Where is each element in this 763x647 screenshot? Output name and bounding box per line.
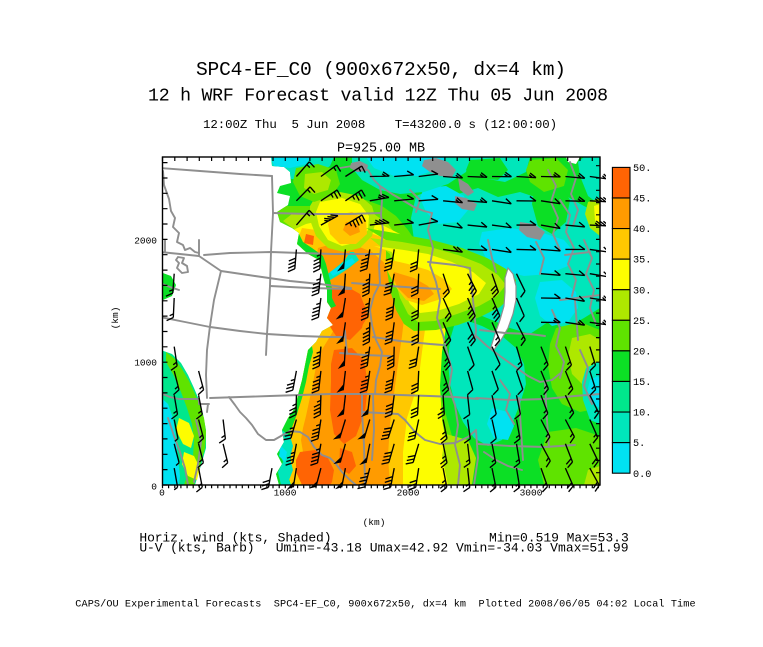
svg-text:2000: 2000 — [397, 488, 420, 499]
svg-text:0: 0 — [159, 488, 165, 499]
svg-text:SPC4-EF_C0 (900x672x50, dx=4 k: SPC4-EF_C0 (900x672x50, dx=4 km) — [196, 59, 566, 81]
svg-text:2000: 2000 — [134, 236, 157, 247]
svg-text:(km): (km) — [110, 307, 121, 330]
svg-text:40.: 40. — [633, 225, 651, 236]
svg-text:45.: 45. — [633, 195, 651, 206]
svg-text:50.: 50. — [633, 164, 651, 175]
svg-text:12 h WRF Forecast valid 12Z Th: 12 h WRF Forecast valid 12Z Thu 05 Jun 2… — [148, 87, 608, 107]
svg-text:0.0: 0.0 — [633, 470, 651, 481]
svg-text:0: 0 — [151, 482, 157, 493]
svg-text:1000: 1000 — [134, 358, 157, 369]
svg-text:1000: 1000 — [274, 488, 297, 499]
svg-text:20.: 20. — [633, 348, 651, 359]
svg-text:Horiz. wind (kts, Shaded): Horiz. wind (kts, Shaded) — [139, 531, 331, 546]
svg-text:35.: 35. — [633, 256, 651, 267]
svg-text:30.: 30. — [633, 286, 651, 297]
svg-text:CAPS/OU Experimental Forecasts: CAPS/OU Experimental Forecasts SPC4-EF_C… — [75, 599, 695, 611]
svg-text:Umin=-43.18 Umax=42.92 Vmin=-3: Umin=-43.18 Umax=42.92 Vmin=-34.03 Vmax=… — [276, 541, 629, 556]
svg-text:P=925.00 MB: P=925.00 MB — [337, 142, 425, 157]
svg-text:5.: 5. — [633, 439, 645, 450]
svg-text:U-V (kts, Barb): U-V (kts, Barb) — [139, 541, 254, 556]
svg-text:3000: 3000 — [520, 488, 543, 499]
svg-text:Min=0.519 Max=53.3: Min=0.519 Max=53.3 — [489, 531, 629, 546]
svg-text:25.: 25. — [633, 317, 651, 328]
svg-text:12:00Z Thu 5 Jun 2008 T=43: 12:00Z Thu 5 Jun 2008 T=43200.0 s (12:00… — [203, 118, 557, 132]
svg-text:(km): (km) — [363, 517, 386, 528]
svg-text:10.: 10. — [633, 409, 651, 420]
svg-text:15.: 15. — [633, 378, 651, 389]
